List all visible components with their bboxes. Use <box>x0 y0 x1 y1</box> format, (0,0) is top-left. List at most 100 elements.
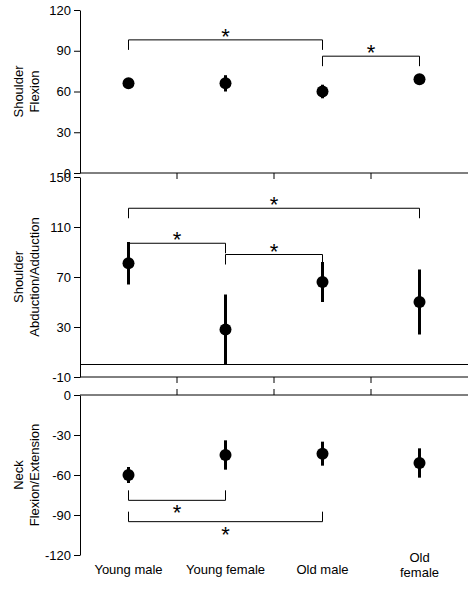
y-tick-mark <box>74 327 80 328</box>
y-tick-mark <box>74 10 80 11</box>
y-tick-mark <box>74 377 80 378</box>
significance-label: * <box>270 192 279 217</box>
y-axis: -120 -90 -60 -30 0 <box>45 388 81 563</box>
point <box>414 296 426 308</box>
x-tick-label-line: female <box>400 565 439 580</box>
y-axis-line <box>80 11 81 174</box>
point <box>317 276 329 288</box>
y-axis-title-line: Flexion/Extension <box>27 424 42 527</box>
x-separator-tick <box>371 389 372 395</box>
x-separator-tick <box>371 377 372 383</box>
y-tick-mark <box>74 51 80 52</box>
y-tick: 150 <box>49 170 80 185</box>
y-tick: 70 <box>57 270 80 285</box>
point <box>123 257 135 269</box>
point <box>414 457 426 469</box>
x-separator-tick <box>274 377 275 383</box>
significance-bracket <box>129 512 323 522</box>
y-tick: -90 <box>52 508 80 523</box>
y-tick-label: -90 <box>52 508 71 523</box>
y-axis: -10 30 70 110 150 <box>49 170 80 385</box>
y-tick-label: 0 <box>64 388 71 403</box>
significance-label: * <box>221 522 230 547</box>
point <box>414 73 426 85</box>
point <box>123 77 135 89</box>
y-tick: 60 <box>57 84 80 99</box>
point <box>220 449 232 461</box>
x-separator-tick <box>274 389 275 395</box>
point <box>220 77 232 89</box>
y-axis-line <box>80 396 81 556</box>
point <box>317 448 329 460</box>
y-axis-title-line: Shoulder <box>11 250 26 303</box>
y-tick-label: 120 <box>49 3 71 18</box>
y-tick-label: 30 <box>57 125 71 140</box>
y-axis-title-line: Abduction/Adduction <box>27 217 42 336</box>
x-tick-label: Old male <box>296 562 348 577</box>
x-separator-tick <box>177 173 178 179</box>
y-tick: 0 <box>64 388 80 403</box>
x-separator-tick <box>371 173 372 179</box>
y-tick-mark <box>74 177 80 178</box>
y-tick: 120 <box>49 3 80 18</box>
y-tick: 30 <box>57 125 80 140</box>
point <box>123 469 135 481</box>
x-axis: Young male Young female Old male Oldfemale <box>94 550 439 580</box>
marks <box>123 440 426 483</box>
y-tick: -120 <box>45 548 80 563</box>
y-tick-label: 60 <box>57 84 71 99</box>
y-tick-mark <box>74 277 80 278</box>
y-axis-title-line: Neck <box>11 460 26 490</box>
y-tick: 30 <box>57 320 80 335</box>
y-tick-mark <box>74 227 80 228</box>
significance-label: * <box>221 24 230 49</box>
significance-bracket <box>129 490 226 500</box>
marks <box>123 73 426 98</box>
y-axis-title-line: Flexion <box>27 71 42 113</box>
y-tick: 90 <box>57 43 80 58</box>
y-tick-mark <box>74 435 80 436</box>
point <box>317 86 329 98</box>
y-axis-line <box>80 178 81 378</box>
panel: -10 30 70 110 150 ShoulderAbduction/Adduction… <box>11 170 468 385</box>
x-tick: Young female <box>186 562 265 577</box>
x-tick-label: Oldfemale <box>400 550 439 580</box>
y-axis-title-line: Shoulder <box>11 65 26 118</box>
y-tick-mark <box>74 173 80 174</box>
y-tick: -10 <box>52 370 80 385</box>
x-tick-label: Young female <box>186 562 265 577</box>
x-separator-tick <box>177 389 178 395</box>
x-tick: Oldfemale <box>400 550 439 580</box>
y-tick: -30 <box>52 428 80 443</box>
x-separator-tick <box>177 377 178 383</box>
x-tick-label-line: Old <box>409 550 429 565</box>
chart-canvas: 0306090120ShoulderFlexion**-103070110150… <box>0 0 469 600</box>
y-tick-mark <box>74 132 80 133</box>
point <box>220 324 232 336</box>
y-tick-label: 110 <box>50 220 71 235</box>
y-tick-mark <box>74 555 80 556</box>
x-tick: Young male <box>94 562 162 577</box>
y-tick-mark <box>74 475 80 476</box>
x-tick-label: Young male <box>94 562 162 577</box>
y-tick-mark <box>74 395 80 396</box>
panel: 0306090120ShoulderFlexion** <box>11 3 468 181</box>
y-tick-label: -10 <box>52 370 71 385</box>
y-axis-title: ShoulderAbduction/Adduction <box>11 217 42 336</box>
significance-label: * <box>270 239 279 264</box>
y-tick-mark <box>74 515 80 516</box>
y-tick-label: 90 <box>57 43 71 58</box>
y-tick-label: -60 <box>52 468 71 483</box>
significance-label: * <box>173 227 182 252</box>
panel: -120 -90 -60 -30 0 Young male Young female Old … <box>11 388 468 581</box>
y-axis-title: ShoulderFlexion <box>11 65 42 118</box>
y-axis-title: NeckFlexion/Extension <box>11 424 42 527</box>
x-tick: Old male <box>296 562 348 577</box>
y-tick-label: 150 <box>49 170 71 185</box>
y-tick-label: 30 <box>57 320 71 335</box>
y-tick-label: -120 <box>45 548 71 563</box>
y-tick-mark <box>74 92 80 93</box>
y-tick-label: -30 <box>52 428 71 443</box>
significance-label: * <box>367 40 376 65</box>
y-tick: -60 <box>52 468 80 483</box>
